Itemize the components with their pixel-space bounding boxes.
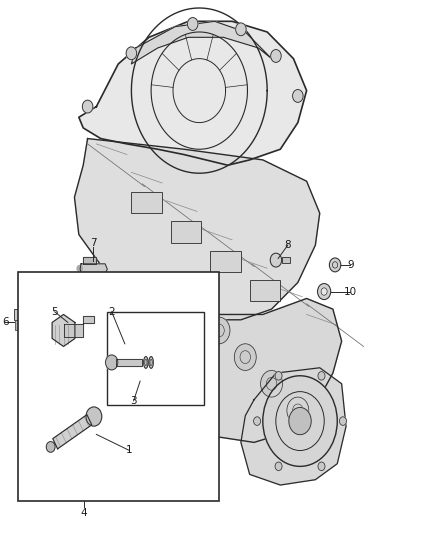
Circle shape bbox=[318, 284, 331, 300]
Circle shape bbox=[187, 18, 198, 30]
Circle shape bbox=[339, 417, 346, 425]
Bar bbox=[282, 257, 290, 263]
Circle shape bbox=[86, 407, 102, 426]
Polygon shape bbox=[175, 298, 342, 442]
Circle shape bbox=[82, 100, 93, 113]
Circle shape bbox=[271, 50, 281, 62]
Polygon shape bbox=[74, 139, 320, 320]
Circle shape bbox=[329, 258, 341, 272]
Polygon shape bbox=[52, 314, 75, 346]
Circle shape bbox=[293, 90, 303, 102]
Polygon shape bbox=[83, 257, 96, 264]
Circle shape bbox=[46, 441, 55, 452]
Text: 9: 9 bbox=[347, 260, 354, 270]
Polygon shape bbox=[53, 415, 92, 449]
Ellipse shape bbox=[144, 357, 148, 368]
Circle shape bbox=[236, 23, 246, 36]
Text: 3: 3 bbox=[130, 396, 137, 406]
Circle shape bbox=[106, 355, 118, 370]
Circle shape bbox=[261, 370, 283, 397]
Polygon shape bbox=[131, 21, 272, 64]
Circle shape bbox=[318, 372, 325, 380]
Text: 8: 8 bbox=[284, 240, 291, 250]
Circle shape bbox=[275, 372, 282, 380]
Bar bbox=[171, 221, 201, 243]
Bar bbox=[131, 192, 162, 213]
Text: 4: 4 bbox=[81, 508, 87, 518]
Bar bbox=[250, 280, 280, 301]
Circle shape bbox=[77, 265, 82, 272]
Polygon shape bbox=[241, 368, 346, 485]
Polygon shape bbox=[64, 316, 94, 337]
Circle shape bbox=[270, 253, 282, 267]
Bar bbox=[107, 312, 204, 405]
Bar bbox=[15, 320, 18, 330]
Circle shape bbox=[275, 462, 282, 471]
Text: 5: 5 bbox=[51, 307, 58, 317]
Circle shape bbox=[321, 288, 327, 295]
Text: 1: 1 bbox=[126, 446, 133, 455]
Circle shape bbox=[254, 417, 261, 425]
Text: 6: 6 bbox=[2, 318, 9, 327]
Circle shape bbox=[263, 376, 337, 466]
Polygon shape bbox=[79, 21, 307, 165]
Polygon shape bbox=[116, 359, 142, 366]
Circle shape bbox=[126, 47, 137, 60]
Polygon shape bbox=[80, 264, 107, 273]
Bar bbox=[18, 272, 219, 501]
Ellipse shape bbox=[149, 357, 153, 368]
Circle shape bbox=[318, 462, 325, 471]
Circle shape bbox=[289, 407, 311, 435]
Circle shape bbox=[234, 344, 256, 370]
Circle shape bbox=[287, 397, 309, 424]
Text: 7: 7 bbox=[90, 238, 97, 247]
Bar bbox=[14, 309, 19, 320]
Text: 10: 10 bbox=[344, 287, 357, 296]
Circle shape bbox=[208, 317, 230, 344]
Bar bbox=[210, 251, 241, 272]
Text: 2: 2 bbox=[108, 307, 115, 317]
